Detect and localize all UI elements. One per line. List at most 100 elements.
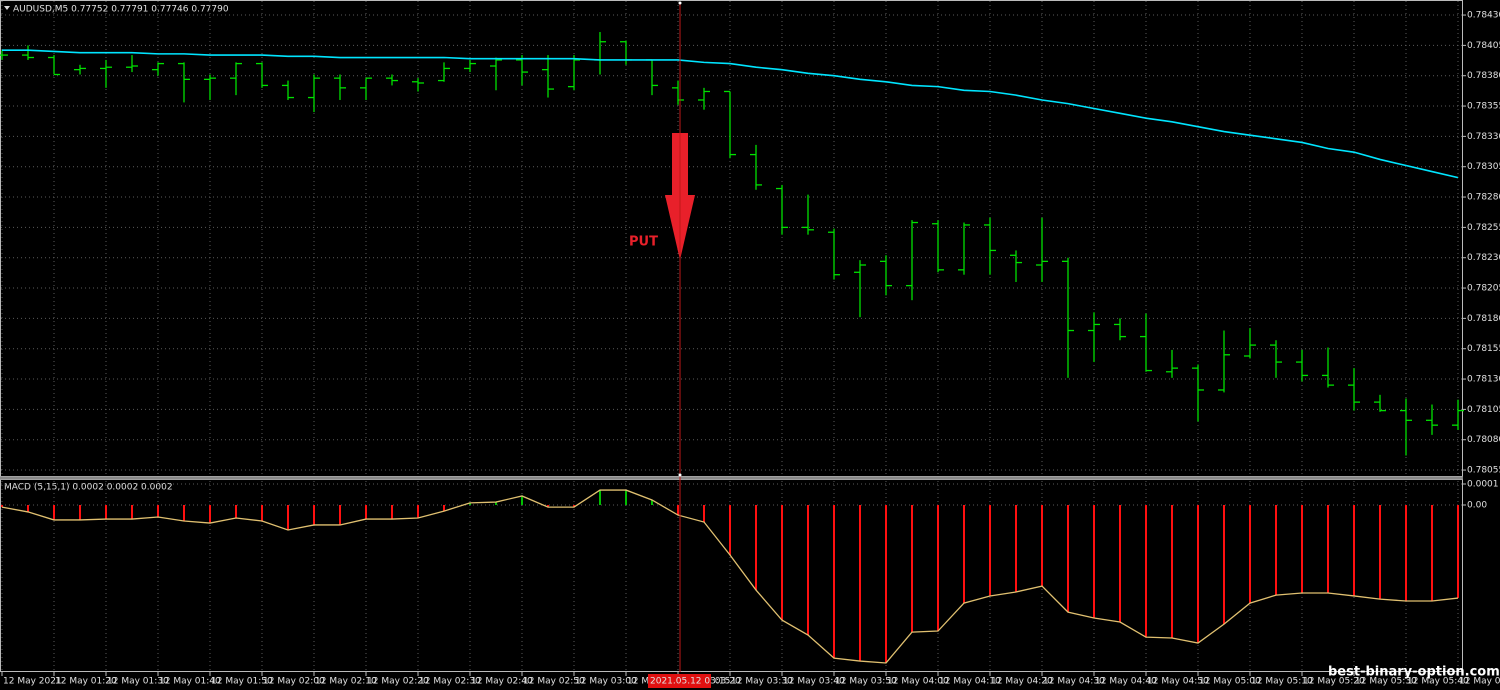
- crosshair-dot: [678, 1, 682, 5]
- x-tick-label: 12 May 02:20: [367, 677, 429, 687]
- x-tick-label: 12 May 03:30: [731, 677, 793, 687]
- x-tick-label: 12 May 05:20: [1303, 677, 1365, 687]
- histogram-bar: [729, 504, 731, 555]
- histogram-bar: [755, 504, 757, 591]
- histogram-bar: [1249, 504, 1251, 604]
- x-tick-label: 12 May 04:00: [887, 677, 949, 687]
- x-tick-label: 12 May 02:50: [523, 677, 585, 687]
- y-tick-label: 0.0001: [1467, 479, 1499, 489]
- x-tick-label: 12 May 05:: [1459, 677, 1500, 687]
- histogram-bar: [989, 504, 991, 596]
- y-tick-label: 0.00: [1467, 500, 1487, 510]
- histogram-bar: [1457, 504, 1459, 599]
- histogram-bar: [1301, 504, 1303, 594]
- y-tick-label: 0.78155: [1467, 344, 1500, 354]
- histogram-bar: [521, 495, 523, 505]
- histogram-bar: [599, 490, 601, 505]
- x-tick-label: 12 May 04:20: [991, 677, 1053, 687]
- histogram-bar: [105, 504, 107, 520]
- histogram-bar: [287, 504, 289, 530]
- x-tick-label: 12 May 04:30: [1043, 677, 1105, 687]
- histogram-bar: [807, 504, 809, 636]
- histogram-bar: [1171, 504, 1173, 638]
- histogram-bar: [131, 504, 133, 520]
- histogram-bar: [547, 504, 549, 508]
- histogram-bar: [911, 504, 913, 633]
- histogram-bar: [1327, 504, 1329, 594]
- y-tick-label: 0.78305: [1467, 162, 1500, 172]
- histogram-bar: [1223, 504, 1225, 625]
- x-tick-label: 12 May 05:30: [1355, 677, 1417, 687]
- histogram-bar: [651, 499, 653, 505]
- crosshair-label-bg: [648, 674, 711, 688]
- histogram-bar: [1275, 504, 1277, 596]
- x-tick-label: 12 May 02:30: [419, 677, 481, 687]
- x-tick-label: 12 May 05:00: [1199, 677, 1261, 687]
- histogram-bar: [781, 504, 783, 621]
- histogram-bar: [1405, 504, 1407, 601]
- histogram-bar: [339, 504, 341, 525]
- crosshair-label: 2021.05.12 03:15: [650, 677, 730, 687]
- watermark: best-binary-option.com: [1328, 665, 1500, 680]
- menu-triangle: [4, 6, 10, 10]
- x-tick-label: 12 May 05:40: [1407, 677, 1469, 687]
- histogram-bar: [1197, 504, 1199, 644]
- y-tick-label: 0.78105: [1467, 405, 1500, 415]
- histogram-bar: [1067, 504, 1069, 613]
- histogram-bar: [209, 504, 211, 524]
- signal-label: PUT: [629, 235, 658, 250]
- histogram-bar: [79, 504, 81, 520]
- y-tick-label: 0.78205: [1467, 284, 1500, 294]
- x-tick-label: 12 May 02:00: [263, 677, 325, 687]
- histogram-bar: [469, 502, 471, 505]
- crosshair-dot: [678, 473, 682, 477]
- x-tick-label: 12 May 03:00: [575, 677, 637, 687]
- histogram-bar: [573, 504, 575, 508]
- histogram-bar: [261, 504, 263, 521]
- signal-line: [1, 489, 1459, 664]
- y-tick-label: 0.78055: [1467, 466, 1500, 476]
- histogram-bar: [859, 504, 861, 662]
- histogram-bar: [313, 504, 315, 525]
- histogram-bar: [417, 504, 419, 519]
- x-tick-label: 12 May 01:20: [55, 677, 117, 687]
- histogram-bar: [1093, 504, 1095, 619]
- macd-title: MACD (5,15,1) 0.0002 0.0002 0.0002: [4, 483, 173, 493]
- y-tick-label: 0.78255: [1467, 223, 1500, 233]
- x-tick-label: 12 May 01:50: [211, 677, 273, 687]
- x-tick-label: 12 May 01:40: [159, 677, 221, 687]
- y-tick-label: 0.78405: [1467, 41, 1500, 51]
- histogram-bar: [157, 504, 159, 517]
- x-tick-label: 12 May 01:30: [107, 677, 169, 687]
- histogram-bar: [677, 504, 679, 516]
- histogram-bar: [703, 504, 705, 523]
- moving-average: [2, 49, 1459, 179]
- histogram-bar: [1041, 504, 1043, 587]
- histogram-bar: [937, 504, 939, 632]
- histogram-bar: [1015, 504, 1017, 592]
- x-tick-label: 12 May 02:40: [471, 677, 533, 687]
- histogram-bar: [1379, 504, 1381, 600]
- x-tick-label: 12 May 04:50: [1147, 677, 1209, 687]
- histogram-bar: [1353, 504, 1355, 596]
- histogram-bar: [885, 504, 887, 663]
- histogram-bar: [833, 504, 835, 659]
- histogram-bar: [1431, 504, 1433, 601]
- histogram-bar: [53, 504, 55, 520]
- histogram-bar: [963, 504, 965, 604]
- x-tick-label: 12 May 03:40: [783, 677, 845, 687]
- chart-title: AUDUSD,M5 0.77752 0.77791 0.77746 0.7779…: [13, 5, 229, 15]
- x-tick-label: 12 May 2021: [3, 677, 62, 687]
- x-tick-label: 12 May 04:10: [939, 677, 1001, 687]
- histogram-bar: [495, 502, 497, 505]
